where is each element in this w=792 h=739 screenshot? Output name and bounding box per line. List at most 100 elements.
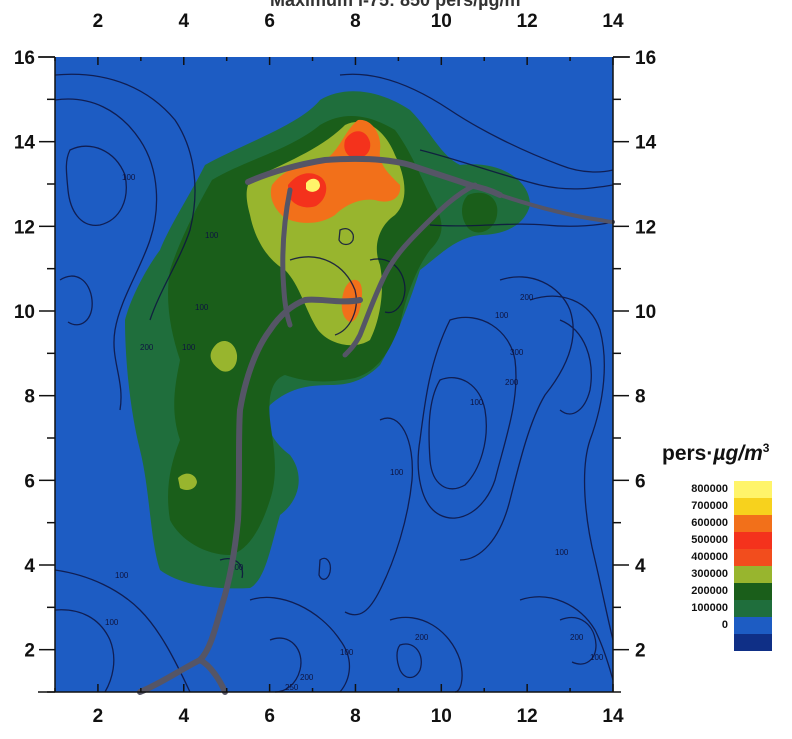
x-tick-label-top: 2 [93,11,104,32]
contour-value-label: 100 [340,648,354,657]
y-tick-label-left: 12 [14,217,35,238]
contour-line [54,609,115,693]
contour-line [65,145,127,226]
road-branch-sw [197,657,228,695]
legend-swatch [734,634,772,651]
contour-value-label: 100 [590,653,604,662]
y-tick-label-left: 2 [24,641,35,662]
contour-line [59,275,93,326]
y-tick-label-right: 6 [635,471,646,492]
contour-line [54,98,158,411]
axis-ticks [39,56,629,693]
contour-value-label: 100 [182,343,196,352]
contour-line [338,228,354,246]
contour-value-label: 100 [122,173,136,182]
legend-label: 800000 [691,483,728,495]
legend-label: 200000 [691,585,728,597]
x-tick-label-top: 6 [264,11,275,32]
contour-value-label: 250 [285,683,299,692]
contour-line [344,417,414,616]
contour-line [54,73,196,321]
legend-label: 500000 [691,534,728,546]
x-tick-label-bottom: 2 [93,706,104,727]
contour-line [54,569,191,693]
contour-value-label: 100 [470,398,484,407]
road-main-ns [137,296,363,695]
contour-line [369,258,406,314]
x-tick-label-top: 8 [350,11,361,32]
legend-label: 300000 [691,568,728,580]
legend-swatch [734,617,772,634]
legend-swatch [734,566,772,583]
contour-value-label: 200 [505,378,519,387]
y-tick-label-left: 6 [24,471,35,492]
contour-lines [54,73,614,693]
contour-value-label: 100 [495,311,509,320]
y-tick-label-right: 14 [635,133,657,154]
road-ring-west [280,187,293,328]
contour-line [417,316,517,519]
contour-line [289,256,357,336]
contour-line [428,377,487,490]
legend-swatch [734,583,772,600]
contour-value-label: 100 [555,548,569,557]
y-tick-label-left: 4 [24,556,35,577]
contour-line [339,73,614,173]
contour-value-label: 200 [520,293,534,302]
header-title-fragment: Maximum i-75: 850 pers/µg/m³ [270,0,527,10]
x-tick-label-top: 4 [178,11,189,32]
x-tick-label-bottom: 4 [178,706,189,727]
plot-frame [38,56,630,693]
contour-value-label: 200 [230,563,244,572]
contour-line [529,295,614,641]
road-ring-north [245,155,503,198]
y-tick-label-right: 12 [635,217,656,238]
contour-line [519,596,614,681]
y-tick-label-left: 14 [14,133,36,154]
contour-value-label: 100 [115,571,129,580]
contour-line [559,319,592,415]
roads [137,155,615,695]
contour-value-label: 200 [140,343,154,352]
zone-300k-south [178,473,197,490]
contour-line [318,557,332,580]
road-east [498,193,615,224]
x-tick-label-bottom: 8 [350,706,361,727]
legend-label: 400000 [691,551,728,563]
legend-label: 700000 [691,500,728,512]
y-tick-label-left: 10 [14,302,35,323]
legend-label: 600000 [691,517,728,529]
zone-300k-west [210,340,238,372]
y-tick-label-right: 10 [635,302,656,323]
contour-value-label: 100 [105,618,119,627]
y-tick-label-right: 8 [635,387,646,408]
x-tick-label-top: 14 [602,11,624,32]
legend-label: 100000 [691,602,728,614]
contour-line [559,617,597,665]
x-tick-label-top: 12 [517,11,538,32]
zone-800k-peak [306,178,320,192]
x-tick-label-bottom: 14 [602,706,624,727]
x-tick-label-bottom: 12 [517,706,538,727]
y-tick-label-left: 16 [14,48,35,69]
legend-swatch [734,600,772,617]
x-tick-label-top: 10 [431,11,452,32]
legend-swatch [734,481,772,498]
contour-line [419,149,614,190]
zone-500k-north [344,131,371,159]
y-tick-label-right: 2 [635,641,646,662]
contour-line [389,616,463,693]
contour-value-label: 100 [390,468,404,477]
x-tick-label-bottom: 6 [264,706,275,727]
contour-labels: 100 100 200 100 100 100 100 200 300 100 200 100 100 2… [105,173,604,692]
contour-value-label: 100 [195,303,209,312]
contour-value-label: 200 [415,633,429,642]
contour-line [396,643,422,679]
x-tick-label-bottom: 10 [431,706,452,727]
contour-value-label: 100 [205,231,219,240]
legend-swatch [734,498,772,515]
legend-title: pers·µg/m3 [662,441,770,465]
contour-line [429,221,614,227]
axis-tick-labels: 2 2 4 4 6 6 8 8 10 10 12 12 14 14 16 16 14 14 12 12 10 10 8 8 6 6… [14,11,657,727]
